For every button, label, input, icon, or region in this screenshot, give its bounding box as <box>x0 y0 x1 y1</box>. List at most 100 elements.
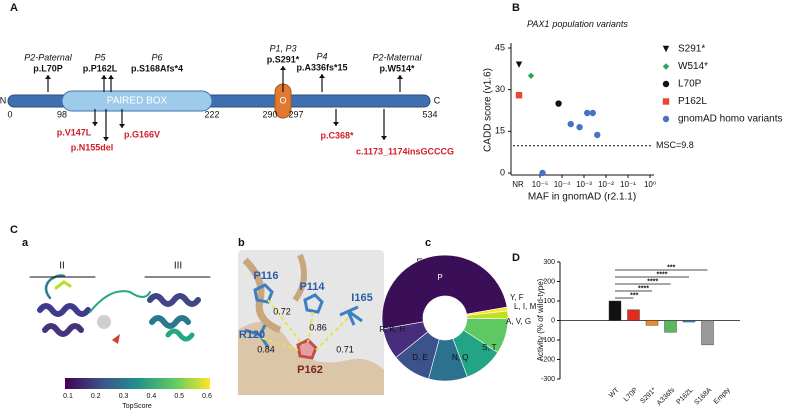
variant-label: p.W514* <box>379 63 415 73</box>
significance-label: *** <box>630 292 638 299</box>
position-label: 534 <box>422 109 437 119</box>
bar <box>664 320 677 333</box>
bar <box>701 320 714 346</box>
variant-arrow-head <box>333 122 339 126</box>
point <box>539 169 546 177</box>
x-tick-label: 10⁻² <box>598 180 614 189</box>
y-tick-label: 200 <box>543 278 555 285</box>
variant-arrow-head <box>101 75 107 79</box>
slice-label: N, Q <box>452 353 468 362</box>
panel-label: C <box>10 224 18 236</box>
patient-label: P2-Maternal <box>372 52 422 62</box>
significance-label: **** <box>638 285 649 292</box>
patient-label: P6 <box>151 52 162 62</box>
colorbar-tick: 0.3 <box>119 393 129 400</box>
legend-marker <box>662 45 670 53</box>
residue-label: P162 <box>297 364 323 376</box>
colorbar-tick: 0.2 <box>91 393 101 400</box>
variant-label: p.L70P <box>33 63 63 73</box>
variant-label: p.P162L <box>83 63 118 73</box>
x-tick-label: 10⁻⁴ <box>554 180 571 189</box>
y-axis-label: CADD score (v1.6) <box>483 68 494 152</box>
colorbar-label: TopScore <box>122 403 152 410</box>
position-label: 98 <box>57 109 67 119</box>
title-text: population variants <box>551 19 628 29</box>
domain-label: O <box>279 95 286 105</box>
variant-arrow-head <box>45 75 51 79</box>
patient-label: P4 <box>316 51 327 61</box>
significance-label: **** <box>657 271 668 278</box>
variant-label: p.S168Afs*4 <box>131 63 183 73</box>
x-tick-label: P162L <box>675 387 694 406</box>
point <box>589 109 596 117</box>
variant-label: p.G166V <box>124 129 160 139</box>
variant-arrow-head <box>381 136 387 140</box>
colorbar-tick: 0.5 <box>174 393 184 400</box>
y-tick-label: -300 <box>541 376 555 383</box>
residue-label: P116 <box>253 270 278 282</box>
subpanel-label: a <box>22 237 29 249</box>
patient-label: P1, P3 <box>269 43 296 53</box>
patient-label: P2-Paternal <box>24 52 73 62</box>
paired-box <box>61 90 213 112</box>
slice-label: L, I, M <box>514 302 537 311</box>
legend-label: gnomAD homo variants <box>678 114 783 125</box>
residue-label: I165 <box>351 292 372 304</box>
colorbar-tick: 0.6 <box>202 393 212 400</box>
point <box>515 61 523 68</box>
terminal: N <box>0 95 6 105</box>
y-tick-label: 300 <box>543 259 555 266</box>
colorbar-tick: 0.4 <box>147 393 157 400</box>
terminal: C <box>434 95 441 105</box>
patient-label: P5 <box>94 52 106 62</box>
y-tick-label: -100 <box>541 337 555 344</box>
slice-label: D, E <box>412 353 428 362</box>
x-tick-label: NR <box>512 180 524 189</box>
variant-label: p.S291* <box>267 54 300 64</box>
position-label: 222 <box>204 109 219 119</box>
x-tick-label: Empty <box>713 386 732 405</box>
distance-label: 0.71 <box>336 344 354 354</box>
y-axis-label: Activity (% of wild-type) <box>536 278 545 361</box>
colorbar-tick: 0.1 <box>63 393 73 400</box>
subpanel-label: c <box>425 237 431 249</box>
position-label: 290 <box>262 109 277 119</box>
distance-label: 0.86 <box>309 322 327 332</box>
legend-label: L70P <box>678 79 702 90</box>
x-tick-label: A336fs <box>656 386 677 407</box>
point <box>527 72 535 79</box>
slice-label: P <box>437 273 442 282</box>
x-tick-label: WT <box>608 386 621 399</box>
pie-slice <box>382 321 429 358</box>
slice-label: S, T <box>482 343 497 352</box>
variant-label: p.C368* <box>320 130 354 140</box>
title-gene: PAX1 <box>527 19 549 29</box>
slice-label: Y, F <box>510 293 524 302</box>
x-tick-label: L70P <box>623 387 640 404</box>
pie-slice <box>381 254 508 330</box>
panel-label: B <box>512 2 520 14</box>
y-tick-label: 0 <box>551 317 555 324</box>
legend-marker <box>662 98 670 105</box>
distance-label: 0.84 <box>257 344 275 354</box>
bar <box>682 320 696 323</box>
slice-label: R, K, H <box>379 325 405 334</box>
variant-label: p.V147L <box>57 127 92 137</box>
y-tick-label: 45 <box>495 42 505 52</box>
x-tick-label: 10⁻¹ <box>620 180 636 189</box>
y-tick-label: 100 <box>543 298 555 305</box>
binding-site-image <box>238 250 384 395</box>
chart-title: PAX1 population variants <box>527 19 628 29</box>
variant-arrow-head <box>108 75 114 79</box>
variant-arrow-head <box>397 75 403 79</box>
legend-marker <box>662 115 670 123</box>
variant-arrow-head <box>280 66 286 70</box>
variant-label: p.A336fs*15 <box>296 62 347 72</box>
significance-label: **** <box>647 278 658 285</box>
y-tick-label: 30 <box>495 84 505 94</box>
slice-label: A, V, G <box>506 317 531 326</box>
variant-arrow-head <box>92 122 98 126</box>
residue-label: R120 <box>239 329 265 341</box>
distance-label: 0.72 <box>273 306 291 316</box>
